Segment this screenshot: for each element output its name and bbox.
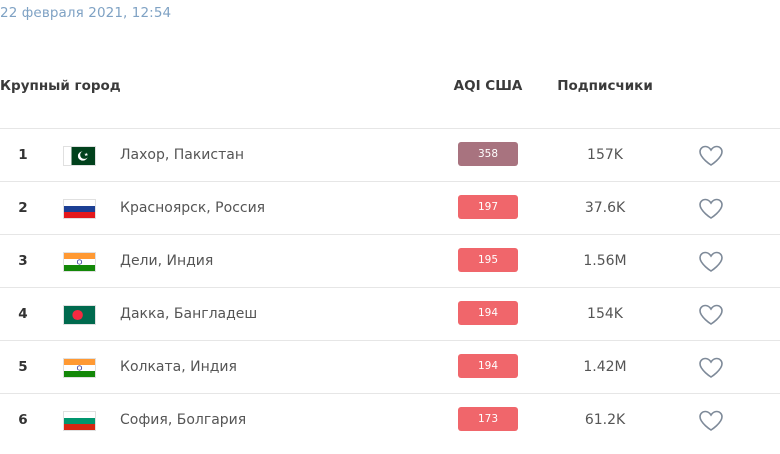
heart-icon[interactable] [698,357,724,379]
pakistan-flag [63,146,96,166]
aqi-badge: 194 [458,354,518,378]
aqi-badge: 358 [458,142,518,166]
heart-icon[interactable] [698,198,724,220]
aqi-badge: 195 [458,248,518,272]
city-name[interactable]: Дакка, Бангладеш [120,306,258,322]
table-row[interactable]: 1 Лахор, Пакистан 358 157K [0,128,780,181]
city-name[interactable]: Красноярск, Россия [120,200,266,216]
rank: 3 [18,253,28,269]
heart-icon[interactable] [698,145,724,167]
subscriber-count: 61.2K [584,412,626,428]
timestamp: 22 февраля 2021, 12:54 [0,5,172,21]
rank: 4 [18,306,28,322]
city-name[interactable]: Лахор, Пакистан [120,147,244,163]
table-row[interactable]: 5 Колката, Индия 194 1.42M [0,340,780,393]
header-subscribers[interactable]: Подписчики [557,78,653,94]
rank: 5 [18,359,28,375]
city-ranking-table: 1 Лахор, Пакистан 358 157K 2 Красноя [0,128,780,454]
aqi-badge: 173 [458,407,518,431]
bulgaria-flag [63,411,96,431]
subscriber-count: 157K [587,147,623,163]
city-name[interactable]: Дели, Индия [120,253,214,269]
india-flag [63,358,96,378]
city-name[interactable]: София, Болгария [120,412,247,428]
header-city: Крупный город [0,78,121,94]
subscriber-count: 1.56M [583,253,627,269]
subscriber-count: 154K [587,306,623,322]
rank: 2 [18,200,28,216]
header-aqi[interactable]: AQI США [453,78,523,94]
india-flag [63,252,96,272]
aqi-badge: 194 [458,301,518,325]
table-row[interactable]: 6 София, Болгария 173 61.2K [0,393,780,454]
city-name[interactable]: Колката, Индия [120,359,237,375]
table-row[interactable]: 2 Красноярск, Россия 197 37.6K [0,181,780,234]
russia-flag [63,199,96,219]
aqi-badge: 197 [458,195,518,219]
table-row[interactable]: 4 Дакка, Бангладеш 194 154K [0,287,780,340]
heart-icon[interactable] [698,410,724,432]
rank: 1 [18,147,28,163]
bangladesh-flag [63,305,96,325]
table-header: Крупный город AQI США Подписчики [0,78,780,100]
heart-icon[interactable] [698,304,724,326]
subscriber-count: 1.42M [583,359,627,375]
subscriber-count: 37.6K [584,200,626,216]
table-row[interactable]: 3 Дели, Индия 195 1.56M [0,234,780,287]
heart-icon[interactable] [698,251,724,273]
rank: 6 [18,412,28,428]
